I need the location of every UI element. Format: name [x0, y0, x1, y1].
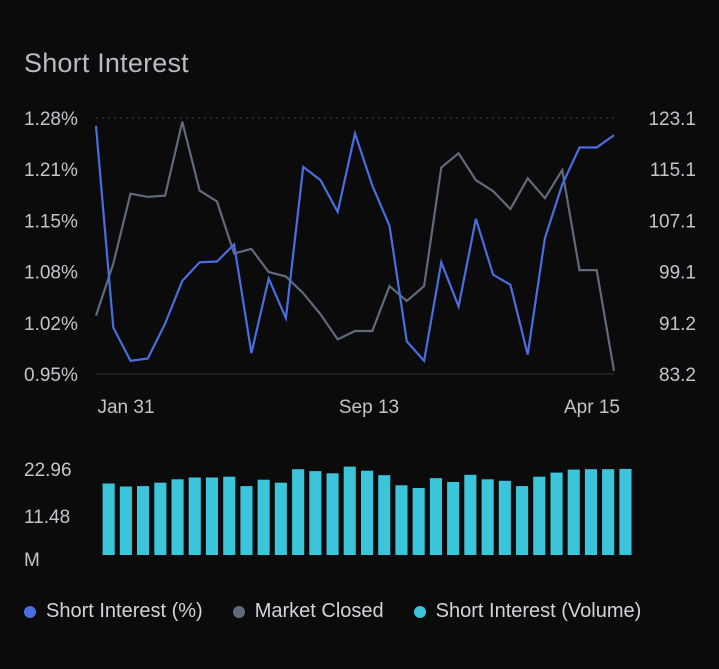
short-interest-volume-swatch [413, 605, 426, 618]
left-axis-ticks: 1.28% 1.21% 1.15% 1.08% 1.02% 0.95% [24, 109, 78, 386]
grid [96, 117, 614, 375]
left-tick-label: 1.15% [24, 211, 78, 232]
legend-item-market-closed[interactable]: Market Closed [232, 600, 384, 623]
volume-axis-ticks: 22.96 11.48 M [24, 460, 72, 571]
legend-item-short-interest-pct[interactable]: Short Interest (%) [24, 600, 203, 623]
volume-bar [292, 469, 305, 555]
left-tick-label: 1.21% [24, 160, 78, 181]
right-tick-label: 91.2 [659, 314, 696, 335]
volume-bars [102, 466, 632, 555]
market-closed-line [94, 121, 616, 371]
right-tick-label: 123.1 [648, 109, 696, 130]
volume-bar [498, 480, 511, 555]
volume-bar [447, 482, 460, 555]
right-tick-label: 99.1 [659, 263, 696, 284]
volume-bar [481, 479, 494, 555]
legend-label: Short Interest (%) [46, 600, 203, 622]
left-tick-label: 1.08% [24, 263, 78, 284]
legend-item-short-interest-volume[interactable]: Short Interest (Volume) [413, 600, 642, 623]
volume-bar [309, 471, 322, 555]
volume-bar [154, 482, 167, 555]
short-interest-pct-line [94, 125, 615, 364]
volume-bar [584, 469, 597, 555]
volume-bar [343, 466, 356, 555]
market-closed-swatch [232, 605, 245, 618]
volume-bar [464, 474, 477, 555]
volume-bar [567, 469, 580, 555]
volume-bar [429, 478, 442, 555]
volume-bar [326, 473, 339, 555]
volume-bar [395, 485, 408, 555]
volume-bar [240, 486, 253, 555]
x-tick-label: Apr 15 [564, 397, 620, 418]
volume-bar [205, 477, 218, 555]
volume-tick-label: 22.96 [24, 460, 72, 481]
volume-bar [257, 479, 270, 555]
volume-bar [274, 482, 287, 555]
legend-label: Short Interest (Volume) [435, 600, 642, 622]
chart-title: Short Interest [24, 48, 189, 78]
left-tick-label: 1.02% [24, 314, 78, 335]
right-tick-label: 83.2 [659, 365, 696, 386]
right-axis-ticks: 123.1 115.1 107.1 99.1 91.2 83.2 [648, 109, 696, 386]
volume-bar [119, 486, 132, 555]
volume-bar [102, 483, 115, 555]
x-tick-label: Sep 13 [339, 397, 399, 418]
legend: Short Interest (%) Market Closed Short I… [24, 600, 641, 623]
volume-bar [188, 477, 201, 555]
volume-bar [619, 468, 632, 555]
volume-bar [602, 469, 615, 555]
volume-bar [378, 475, 391, 555]
x-tick-label: Jan 31 [97, 397, 154, 418]
volume-bar [171, 479, 184, 555]
series-lines [94, 121, 616, 371]
volume-tick-label: 11.48 [24, 507, 70, 528]
short-interest-pct-swatch [24, 605, 36, 618]
volume-bar [516, 486, 529, 555]
volume-tick-label: M [24, 550, 40, 571]
volume-bar [550, 472, 563, 555]
x-axis-ticks: Jan 31 Sep 13 Apr 15 [97, 397, 620, 418]
volume-bar [223, 476, 236, 555]
volume-bar [137, 486, 150, 555]
left-tick-label: 1.28% [24, 109, 78, 130]
right-tick-label: 115.1 [650, 160, 696, 181]
legend-label: Market Closed [254, 600, 384, 622]
right-tick-label: 107.1 [648, 211, 696, 232]
volume-bar [361, 470, 374, 555]
volume-bar [412, 488, 425, 555]
volume-bar [533, 476, 546, 555]
left-tick-label: 0.95% [24, 365, 78, 386]
